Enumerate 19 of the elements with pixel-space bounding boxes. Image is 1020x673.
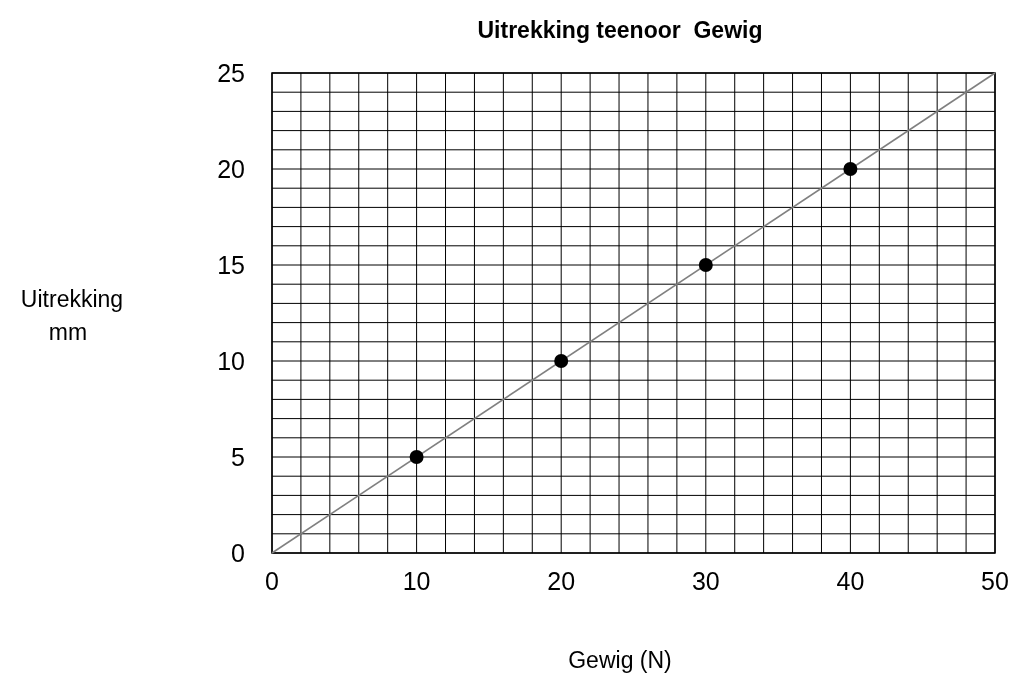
y-tick-label: 20 <box>217 155 245 183</box>
x-tick-label: 40 <box>836 567 865 595</box>
x-axis-title: Gewig (N) <box>568 647 672 673</box>
y-axis-title: Uitrekking mm <box>20 286 124 345</box>
x-tick-label: 20 <box>547 567 576 595</box>
x-tick-label: 50 <box>981 567 1009 595</box>
x-tick-label: 30 <box>691 567 720 595</box>
chart-title: Uitrekking teenoor Gewig <box>477 17 763 43</box>
y-tick-label: 15 <box>217 251 245 279</box>
point <box>409 450 424 464</box>
point <box>843 162 858 176</box>
y-tick-label: 0 <box>231 539 245 567</box>
y-tick-label: 10 <box>217 347 245 375</box>
point <box>554 354 569 368</box>
x-tick-label: 10 <box>402 567 431 595</box>
point <box>698 258 713 272</box>
y-tick-label: 25 <box>217 59 245 87</box>
x-tick-label: 0 <box>265 567 279 595</box>
y-tick-label: 5 <box>231 443 245 471</box>
